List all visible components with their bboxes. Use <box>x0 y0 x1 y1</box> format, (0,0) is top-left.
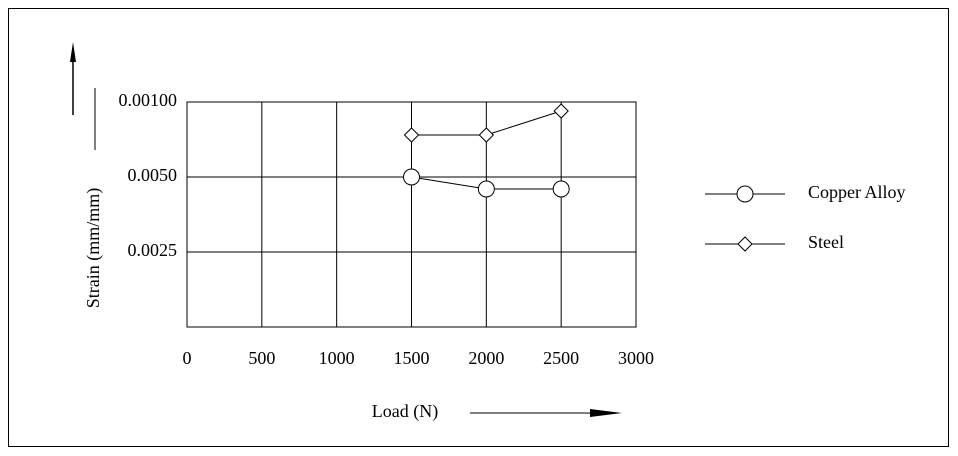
x-tick-label: 500 <box>248 348 275 368</box>
marker <box>552 180 570 198</box>
x-tick-label: 1500 <box>394 348 430 368</box>
legend-marker <box>736 185 754 203</box>
marker <box>403 168 420 186</box>
y-tick-label: 0.0050 <box>128 165 178 185</box>
x-tick-label: 0 <box>183 348 192 368</box>
x-axis-label: Load (N) <box>372 401 438 422</box>
marker <box>553 103 569 119</box>
marker <box>477 180 495 198</box>
y-axis-label: Strain (mm/mm) <box>83 188 104 309</box>
marker <box>478 127 495 143</box>
x-tick-label: 2500 <box>543 348 579 368</box>
y-arrow-head <box>70 42 76 62</box>
x-arrow-head <box>590 409 622 417</box>
y-tick-label: 0.00100 <box>119 90 178 110</box>
legend-label: Copper Alloy <box>808 182 906 202</box>
frame <box>8 8 949 447</box>
legend-marker <box>737 236 753 252</box>
marker <box>403 127 420 143</box>
legend-label: Steel <box>808 232 844 252</box>
x-tick-label: 3000 <box>618 348 654 368</box>
x-tick-label: 2000 <box>468 348 504 368</box>
x-tick-label: 1000 <box>319 348 355 368</box>
y-tick-label: 0.0025 <box>128 240 178 260</box>
